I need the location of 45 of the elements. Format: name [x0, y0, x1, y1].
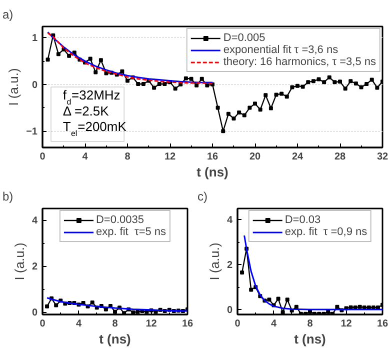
- x-tick-label: 8: [307, 318, 314, 330]
- x-tick-label: 20: [249, 152, 261, 162]
- x-tick-label: 8: [112, 318, 118, 330]
- x-tick-label: 32: [376, 152, 388, 162]
- chart-title: a): [2, 8, 14, 22]
- x-tick-label: 12: [164, 152, 176, 162]
- x-tick-label: 16: [376, 318, 388, 330]
- y-tick-label: 0: [226, 305, 233, 316]
- x-tick-label: 8: [124, 152, 131, 162]
- legend-label: D=0.0035: [96, 214, 144, 226]
- chart-title: c): [198, 190, 208, 204]
- x-axis-title: t (ns): [294, 332, 326, 346]
- legend-label: D=0.03: [284, 214, 321, 226]
- y-tick-label: 0: [32, 308, 38, 319]
- x-tick-label: 24: [292, 152, 304, 162]
- x-axis-title: t (ns): [99, 332, 131, 346]
- x-tick-label: 0: [40, 318, 46, 330]
- x-tick-label: 16: [206, 152, 218, 162]
- legend-label: exp. fit τ =0,9 ns: [284, 226, 368, 238]
- annotation: Δ =2.5K: [62, 103, 110, 118]
- y-tick-label: 0: [32, 80, 38, 91]
- legend-label: D=0.005: [223, 32, 266, 44]
- y-tick-label: −1: [26, 126, 38, 138]
- y-tick-label: 1: [32, 33, 38, 44]
- x-tick-label: 4: [270, 318, 277, 330]
- legend-label: exp. fit τ=5 ns: [96, 226, 166, 238]
- y-tick-label: 2: [226, 260, 233, 272]
- y-axis-title: I (a.u.): [6, 68, 22, 106]
- x-tick-label: 0: [234, 318, 241, 330]
- x-tick-label: 0: [40, 152, 46, 162]
- x-tick-label: 16: [182, 318, 194, 330]
- x-axis-title: t (ns): [196, 164, 228, 180]
- legend-label: theory: 16 harmonics, τ =3,5 ns: [223, 56, 376, 68]
- y-tick-label: 2: [32, 262, 38, 273]
- y-axis-title: I (a.u.): [206, 242, 222, 280]
- x-tick-label: 4: [82, 152, 88, 162]
- y-tick-label: 4: [32, 216, 38, 227]
- y-axis-title: I (a.u.): [12, 242, 27, 280]
- y-tick-label: 4: [226, 215, 233, 226]
- chart-title: b): [2, 190, 14, 204]
- x-tick-label: 12: [340, 318, 352, 330]
- legend-label: exponential fit τ =3,6 ns: [223, 44, 338, 56]
- x-tick-label: 12: [146, 318, 158, 330]
- x-tick-label: 4: [76, 318, 82, 330]
- x-tick-label: 28: [334, 152, 346, 162]
